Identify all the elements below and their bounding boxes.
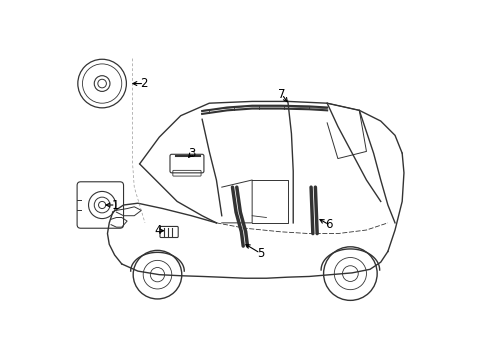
Text: 3: 3 — [189, 147, 196, 160]
Text: 7: 7 — [278, 88, 286, 101]
Text: 6: 6 — [325, 218, 333, 231]
Text: 1: 1 — [112, 198, 120, 212]
Text: 4: 4 — [155, 224, 162, 237]
Text: 5: 5 — [257, 247, 264, 260]
Text: 2: 2 — [141, 77, 148, 90]
